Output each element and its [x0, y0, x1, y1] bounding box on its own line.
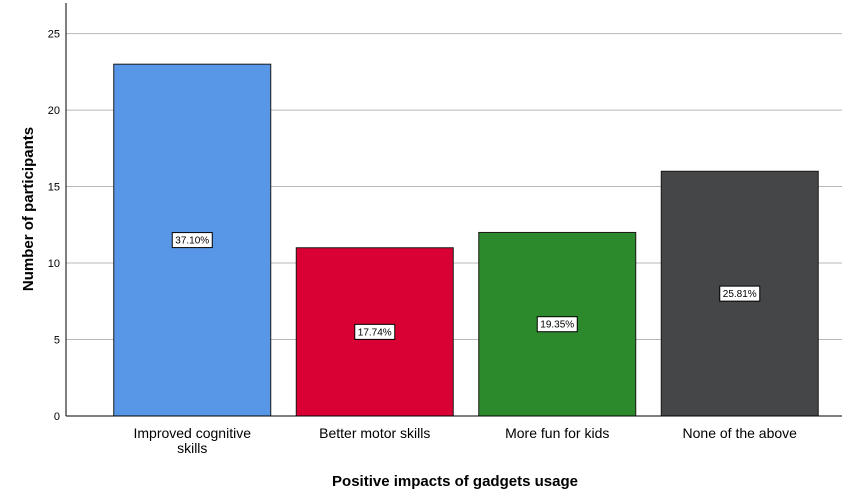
y-axis-title: Number of participants [20, 127, 37, 291]
y-tick-label: 10 [48, 258, 60, 270]
bars: 37.10% 17.74% 19.35% 25.81% [113, 63, 819, 417]
y-tick-label: 15 [48, 182, 60, 194]
y-tick-label: 25 [48, 29, 60, 41]
x-category-label: None of the above [683, 425, 798, 441]
data-label-box [536, 316, 578, 333]
x-category-label: Improved cognitive [133, 425, 251, 441]
y-tick-label: 5 [54, 335, 60, 347]
data-label: 17.74% [358, 327, 392, 338]
data-label: 19.35% [540, 320, 574, 331]
x-category-label: skills [177, 440, 207, 456]
data-label: 37.10% [175, 236, 209, 247]
x-axis-title: Positive impacts of gadgets usage [332, 473, 578, 490]
y-tick-label: 0 [54, 411, 60, 423]
data-label-box [171, 232, 213, 249]
y-axis-ticks: 0 5 10 15 20 25 [48, 29, 60, 423]
y-tick-label: 20 [48, 105, 60, 117]
data-label-box [719, 285, 761, 302]
x-category-label: Better motor skills [319, 425, 430, 441]
data-label: 25.81% [723, 289, 757, 300]
data-label-box [354, 323, 396, 340]
x-category-label: More fun for kids [505, 425, 609, 441]
